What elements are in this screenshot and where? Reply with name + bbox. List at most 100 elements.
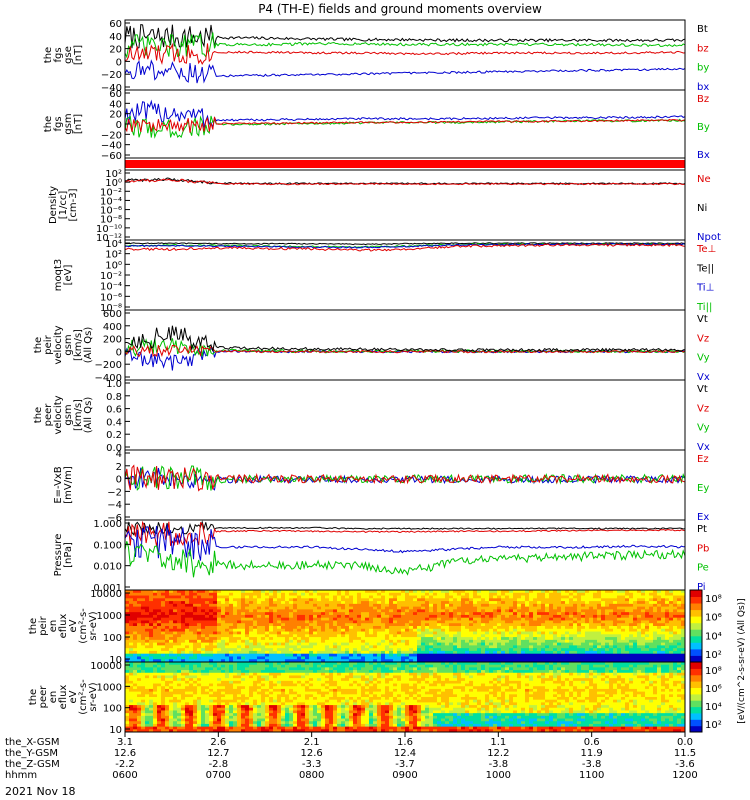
spectrogram-cell <box>581 659 586 663</box>
spectrogram-cell <box>365 601 370 605</box>
spectrogram-cell <box>413 626 418 630</box>
spectrogram-cell <box>349 634 354 638</box>
spectrogram-cell <box>149 672 154 676</box>
spectrogram-cell <box>197 688 202 693</box>
spectrogram-cell <box>489 612 494 616</box>
spectrogram-cell <box>181 637 186 641</box>
spectrogram-cell <box>377 645 382 649</box>
spectrogram-cell <box>633 595 638 599</box>
spectrogram-cell <box>673 614 678 619</box>
spectrogram-cell <box>221 729 226 733</box>
spectrogram-cell <box>565 612 570 616</box>
spectrogram-cell <box>249 680 254 684</box>
spectrogram-cell <box>237 710 242 714</box>
spectrogram-cell <box>125 639 130 644</box>
spectrogram-cell <box>261 662 266 666</box>
spectrogram-cell <box>205 713 210 717</box>
spectrogram-cell <box>245 691 250 695</box>
spectrogram-cell <box>177 705 182 709</box>
spectrogram-cell <box>205 595 210 599</box>
spectrogram-cell <box>533 614 538 619</box>
spectrogram-cell <box>261 637 266 641</box>
spectrogram-cell <box>205 729 210 733</box>
y-tick-label: 0 <box>116 57 122 68</box>
spectrogram-cell <box>673 623 678 627</box>
spectrogram-cell <box>393 603 398 608</box>
spectrogram-cell <box>373 639 378 644</box>
spectrogram-cell <box>601 609 606 613</box>
spectrogram-cell <box>581 656 586 660</box>
spectrogram-cell <box>245 680 250 684</box>
spectrogram-cell <box>557 590 562 594</box>
spectrogram-cell <box>157 614 162 619</box>
spectrogram-cell <box>637 637 642 641</box>
y-axis-label-line: velocity <box>53 395 64 434</box>
y-axis-label-line: [km/s] <box>73 329 84 361</box>
spectrogram-cell <box>273 617 278 621</box>
spectrogram-cell <box>225 729 230 733</box>
spectrogram-cell <box>145 653 150 657</box>
spectrogram-cell <box>149 648 154 652</box>
y-tick-label: 10⁻² <box>100 271 122 282</box>
spectrogram-cell <box>661 648 666 652</box>
spectrogram-cell <box>153 642 158 646</box>
spectrogram-cell <box>137 656 142 660</box>
spectrogram-cell <box>597 595 602 599</box>
spectrogram-cell <box>141 620 146 624</box>
spectrogram-cell <box>237 598 242 602</box>
spectrogram-cell <box>281 614 286 619</box>
spectrogram-cell <box>273 620 278 624</box>
spectrogram-cell <box>257 595 262 599</box>
spectrogram-cell <box>181 680 186 684</box>
spectrogram-cell <box>225 662 230 666</box>
spectrogram-cell <box>137 686 142 690</box>
spectrogram-cell <box>201 659 206 663</box>
spectrogram-cell <box>157 699 162 703</box>
spectrogram-cell <box>197 639 202 644</box>
spectrogram-cell <box>477 603 482 608</box>
spectrogram-cell <box>237 723 242 728</box>
spectrogram-cell <box>133 653 138 657</box>
spectrogram-cell <box>377 614 382 619</box>
spectrogram-cell <box>229 715 234 719</box>
spectrogram-cell <box>473 590 478 594</box>
spectrogram-cell <box>177 675 182 679</box>
spectrogram-cell <box>633 642 638 646</box>
y-axis-label-line: E=-VxB <box>53 466 64 503</box>
spectrogram-cell <box>493 656 498 660</box>
spectrogram-cell <box>653 650 658 655</box>
spectrogram-cell <box>537 653 542 657</box>
spectrogram-cell <box>361 592 366 596</box>
spectrogram-cell <box>209 718 214 722</box>
spectrogram-cell <box>133 670 138 674</box>
spectrogram-cell <box>269 653 274 657</box>
spectrogram-cell <box>417 628 422 632</box>
spectrogram-cell <box>253 659 258 663</box>
spectrogram-cell <box>145 603 150 608</box>
spectrogram-cell <box>181 691 186 695</box>
spectrogram-cell <box>365 595 370 599</box>
spectrogram-cell <box>601 634 606 638</box>
spectrogram-cell <box>665 656 670 660</box>
spectrogram-cell <box>229 612 234 616</box>
spectrogram-cell <box>193 688 198 693</box>
spectrogram-cell <box>273 653 278 657</box>
spectrogram-cell <box>169 659 174 663</box>
spectrogram-cell <box>249 726 254 730</box>
spectrogram-cell <box>209 612 214 616</box>
spectrogram-cell <box>133 691 138 695</box>
spectrogram-cell <box>249 670 254 674</box>
spectrogram-cell <box>201 713 206 717</box>
spectrogram-cell <box>421 626 426 630</box>
spectrogram-cell <box>217 606 222 610</box>
spectrogram-cell <box>405 590 410 594</box>
spectrogram-cell <box>161 601 166 605</box>
spectrogram-cell <box>557 645 562 649</box>
spectrogram-cell <box>217 670 222 674</box>
spectrogram-cell <box>405 606 410 610</box>
spectrogram-cell <box>489 639 494 644</box>
spectrogram-cell <box>137 723 142 728</box>
spectrogram-cell <box>457 648 462 652</box>
panel-3 <box>124 157 686 171</box>
